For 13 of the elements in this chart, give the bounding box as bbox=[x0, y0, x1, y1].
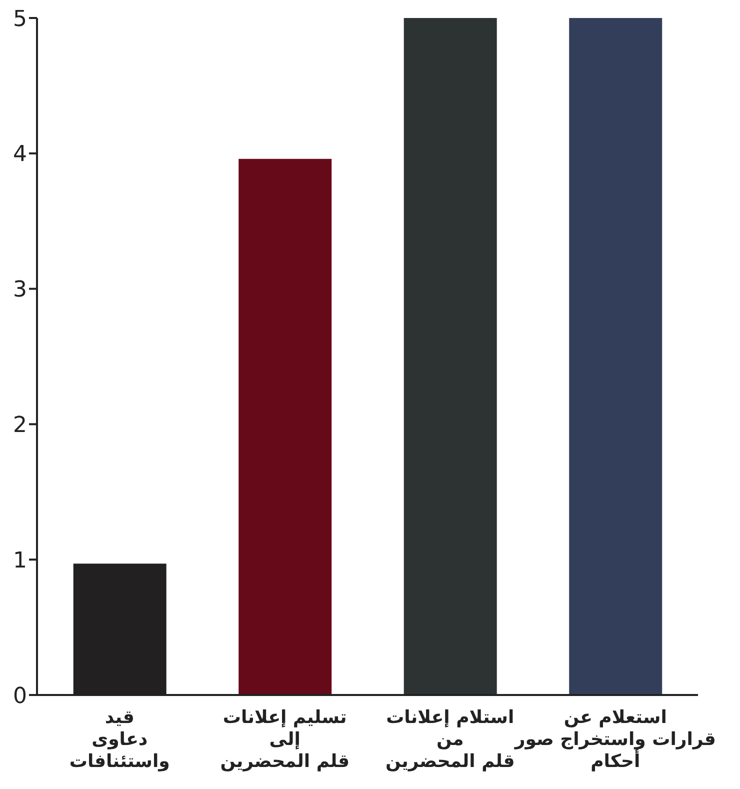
y-tick-label: 2 bbox=[13, 413, 27, 438]
y-tick-label: 1 bbox=[13, 548, 27, 574]
y-tick-label: 5 bbox=[13, 6, 27, 32]
y-tick-label: 3 bbox=[13, 278, 27, 303]
bar bbox=[569, 18, 662, 695]
y-tick-label: 0 bbox=[13, 684, 27, 709]
x-tick-label: تسليم إعلانات إلى قلم المحضرين bbox=[220, 707, 350, 772]
bar bbox=[238, 158, 332, 695]
bar bbox=[404, 18, 497, 695]
x-tick-label: قيد دعاوى واستئنافات bbox=[69, 707, 170, 772]
x-tick-label: استلام إعلانات من قلم المحضرين bbox=[385, 707, 515, 772]
y-tick-label: 4 bbox=[13, 142, 27, 168]
x-tick-label: استعلام عن قرارات واستخراج صور أحكام bbox=[514, 707, 716, 772]
